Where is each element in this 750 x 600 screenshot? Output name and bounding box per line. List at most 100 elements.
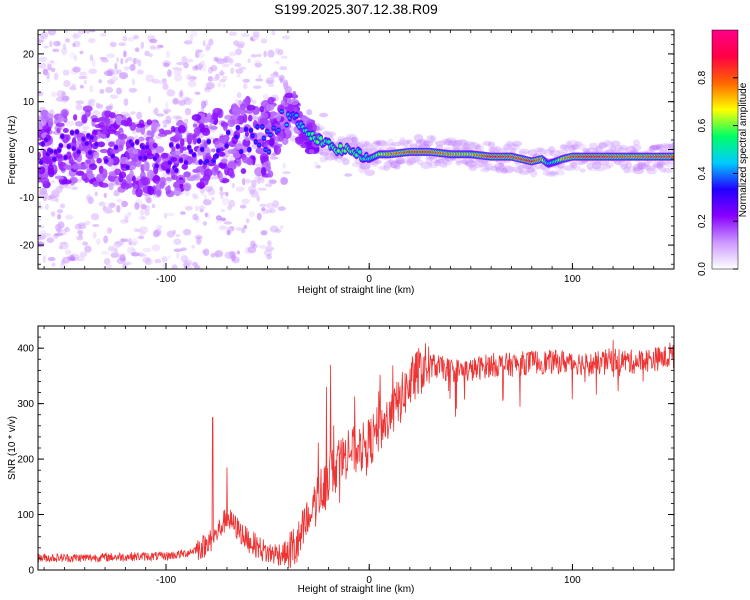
heatmap-cell xyxy=(525,167,535,173)
heatmap-cell xyxy=(224,144,229,147)
heatmap-cell xyxy=(252,85,262,89)
heatmap-cell xyxy=(268,207,276,214)
heatmap-cell xyxy=(176,61,185,66)
heatmap-cell xyxy=(281,35,291,40)
heatmap-cell xyxy=(220,158,228,164)
heatmap-cell xyxy=(38,201,42,206)
heatmap-cell xyxy=(413,134,424,142)
heatmap-cell xyxy=(555,169,566,176)
heatmap-cell xyxy=(77,230,84,235)
heatmap-cell xyxy=(149,38,158,44)
heatmap-cell xyxy=(86,134,91,137)
heatmap-cell xyxy=(155,146,165,154)
heatmap-cell xyxy=(154,258,162,264)
heatmap-cell xyxy=(228,31,238,37)
heatmap-cell xyxy=(207,140,211,143)
heatmap-cell xyxy=(75,131,79,133)
heatmap-cell xyxy=(534,162,543,170)
heatmap-cell xyxy=(383,164,391,172)
heatmap-cell xyxy=(208,38,214,46)
heatmap-cell xyxy=(646,167,658,175)
heatmap-cell xyxy=(215,154,219,157)
heatmap-cell xyxy=(166,230,175,238)
heatmap-cell xyxy=(480,167,491,173)
heatmap-cell xyxy=(276,60,280,65)
heatmap-cell xyxy=(151,175,161,182)
heatmap-cell xyxy=(72,42,76,48)
heatmap-cell xyxy=(300,144,308,149)
heatmap-cell xyxy=(406,159,418,164)
heatmap-cell xyxy=(372,140,381,145)
heatmap-cell xyxy=(99,182,109,188)
heatmap-cell xyxy=(63,156,68,159)
heatmap-cell xyxy=(154,165,159,167)
heatmap-cell xyxy=(490,166,501,172)
heatmap-cell xyxy=(364,140,370,147)
heatmap-cell xyxy=(169,143,173,146)
heatmap-cell xyxy=(124,213,131,219)
heatmap-cell xyxy=(267,240,272,247)
colorbar-label: Normalized spectral amplitude xyxy=(738,82,749,217)
heatmap-cell xyxy=(135,127,142,133)
heatmap-cell xyxy=(89,54,94,62)
heatmap-cell xyxy=(73,54,78,62)
heatmap-cell xyxy=(494,145,502,153)
heatmap-cell xyxy=(202,40,206,47)
heatmap-cell xyxy=(210,252,215,258)
heatmap-cell xyxy=(272,126,276,129)
heatmap-cell xyxy=(339,156,348,161)
heatmap-cell xyxy=(292,90,297,100)
heatmap-cell xyxy=(117,133,128,140)
heatmap-cell xyxy=(406,156,416,164)
heatmap-cell xyxy=(98,201,106,207)
heatmap-cell xyxy=(203,194,208,201)
heatmap-cell xyxy=(44,138,48,141)
heatmap-cell xyxy=(183,171,191,178)
heatmap-cell xyxy=(579,168,586,173)
heatmap-cell xyxy=(58,245,63,250)
heatmap-cell xyxy=(64,226,70,232)
heatmap-cell xyxy=(455,158,463,163)
snr-x-ticks: -100 0 100 xyxy=(43,326,675,586)
heatmap-cell xyxy=(527,149,538,157)
heatmap-cell xyxy=(265,79,274,85)
heatmap-cell xyxy=(190,76,197,80)
heatmap-cell xyxy=(180,211,186,215)
heatmap-cell xyxy=(207,66,213,74)
heatmap-cell xyxy=(61,179,72,185)
heatmap-cell xyxy=(178,99,186,106)
heatmap-cell xyxy=(183,182,192,192)
heatmap-cell xyxy=(38,241,45,248)
heatmap-cell xyxy=(468,164,478,171)
heatmap-cell xyxy=(588,166,596,172)
heatmap-cell xyxy=(659,144,668,153)
heatmap-cell xyxy=(434,160,442,167)
heatmap-cell xyxy=(245,218,250,224)
heatmap-cell xyxy=(438,161,447,168)
heatmap-cell xyxy=(105,105,113,111)
heatmap-cell xyxy=(53,72,59,81)
heatmap-cell xyxy=(260,112,269,119)
heatmap-cell xyxy=(166,89,176,97)
heatmap-cell xyxy=(172,97,179,105)
heatmap-cell xyxy=(131,238,139,246)
heatmap-cell xyxy=(109,41,117,48)
heatmap-cell xyxy=(95,102,101,108)
heatmap-cell xyxy=(187,146,191,149)
heatmap-cell xyxy=(57,213,62,220)
heatmap-cell xyxy=(460,145,471,151)
heatmap-cell xyxy=(90,213,100,221)
heatmap-cell xyxy=(425,158,433,165)
heatmap-cell xyxy=(133,34,139,40)
heatmap-cell xyxy=(219,186,223,193)
heatmap-cell xyxy=(250,134,255,137)
heatmap-cell xyxy=(249,129,253,132)
heatmap-cell xyxy=(282,79,289,88)
heatmap-cell xyxy=(186,176,196,182)
heatmap-cell xyxy=(219,70,224,77)
heatmap-cell xyxy=(549,171,559,176)
heatmap-cell xyxy=(226,229,231,236)
heatmap-cell xyxy=(197,139,201,142)
heatmap-cell xyxy=(211,112,219,121)
heatmap-cell xyxy=(152,109,157,114)
